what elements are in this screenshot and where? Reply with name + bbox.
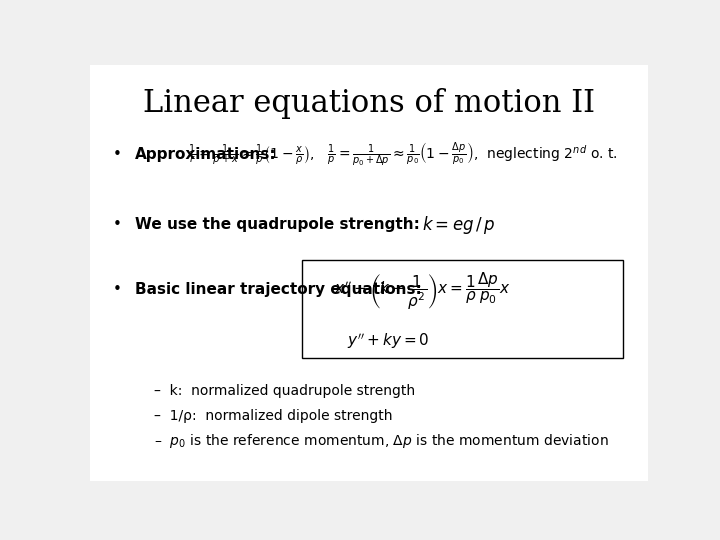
FancyBboxPatch shape [90,65,648,481]
Text: •: • [112,282,121,297]
Text: –  $p_0$ is the reference momentum, $\Delta p$ is the momentum deviation: – $p_0$ is the reference momentum, $\Del… [154,432,609,450]
Text: $k = eg\,/\,p$: $k = eg\,/\,p$ [422,214,495,236]
Text: –  k:  normalized quadrupole strength: – k: normalized quadrupole strength [154,384,415,398]
FancyBboxPatch shape [302,260,623,358]
Text: $x'' - \left(k - \dfrac{1}{\rho^2}\right)x = \dfrac{1}{\rho}\dfrac{\Delta p}{p_0: $x'' - \left(k - \dfrac{1}{\rho^2}\right… [334,271,510,312]
Text: •: • [112,147,121,161]
Text: Basic linear trajectory equations:: Basic linear trajectory equations: [135,282,421,297]
Text: Linear equations of motion II: Linear equations of motion II [143,87,595,119]
Text: We use the quadrupole strength:: We use the quadrupole strength: [135,218,420,232]
Text: $y''+ky = 0$: $y''+ky = 0$ [347,332,429,351]
Text: Approximations:: Approximations: [135,147,276,161]
Text: –  1/ρ:  normalized dipole strength: – 1/ρ: normalized dipole strength [154,409,392,423]
Text: •: • [112,218,121,232]
Text: $\frac{1}{r} = \frac{1}{\rho+x} \approx \frac{1}{\rho}\left(1-\frac{x}{\rho}\rig: $\frac{1}{r} = \frac{1}{\rho+x} \approx … [188,140,617,168]
